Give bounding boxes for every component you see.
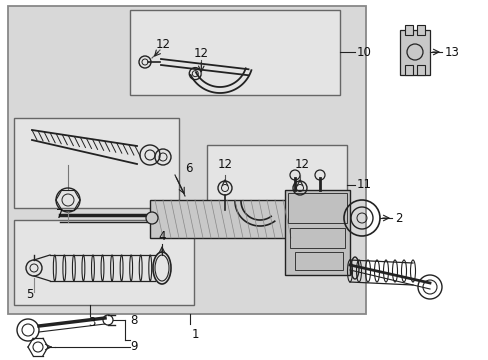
Bar <box>130 10 339 95</box>
Text: 11: 11 <box>356 179 371 192</box>
Circle shape <box>146 212 158 224</box>
Bar <box>416 25 424 35</box>
Text: 4: 4 <box>158 230 165 243</box>
Text: 12: 12 <box>193 47 208 60</box>
Bar <box>404 25 412 35</box>
Bar <box>399 30 429 75</box>
Bar <box>294 252 342 270</box>
Text: 7: 7 <box>56 208 63 221</box>
Bar <box>285 190 349 275</box>
Text: 2: 2 <box>394 211 402 225</box>
Text: 1: 1 <box>192 328 199 341</box>
Text: 13: 13 <box>444 45 459 58</box>
Bar <box>404 65 412 75</box>
Text: 9: 9 <box>130 341 137 354</box>
Text: 3: 3 <box>88 316 95 329</box>
Bar <box>289 228 345 248</box>
Text: 10: 10 <box>356 45 371 58</box>
Text: 5: 5 <box>26 288 33 302</box>
Bar <box>14 220 194 305</box>
Text: 6: 6 <box>184 162 192 175</box>
Text: 12: 12 <box>156 39 171 51</box>
Text: 12: 12 <box>218 158 232 171</box>
Text: 12: 12 <box>294 158 309 171</box>
Bar <box>14 118 179 208</box>
Text: 8: 8 <box>130 314 137 327</box>
Bar <box>206 145 346 225</box>
Bar <box>287 193 346 223</box>
Bar <box>150 200 289 238</box>
Bar <box>8 6 365 314</box>
Bar <box>416 65 424 75</box>
